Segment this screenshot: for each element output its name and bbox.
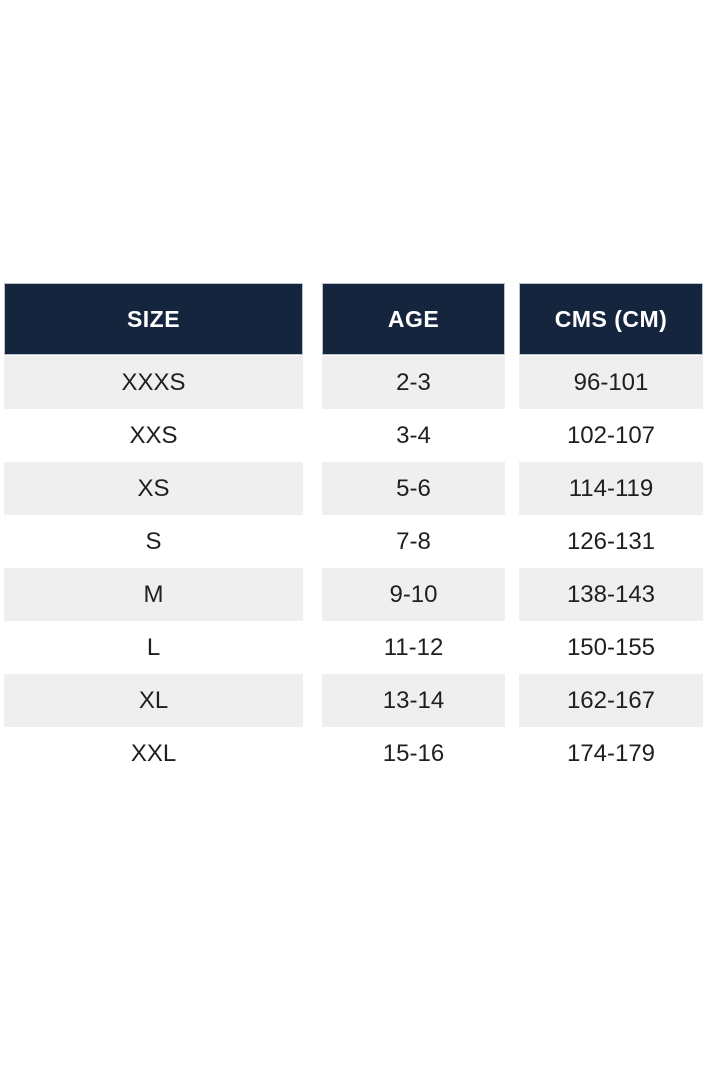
table-row: L 11-12 150-155 (4, 621, 703, 674)
cell-cms: 174-179 (519, 727, 703, 780)
cell-cms: 126-131 (519, 515, 703, 568)
table-row: XL 13-14 162-167 (4, 674, 703, 727)
cell-age: 15-16 (322, 727, 505, 780)
cell-cms: 162-167 (519, 674, 703, 727)
cell-size: XXL (4, 727, 303, 780)
cell-cms: 96-101 (519, 356, 703, 409)
cell-size: S (4, 515, 303, 568)
table-row: XXL 15-16 174-179 (4, 727, 703, 780)
cell-cms: 114-119 (519, 462, 703, 515)
column-header-cms: CMS (CM) (519, 283, 703, 355)
cell-size: XL (4, 674, 303, 727)
size-chart-table: SIZE AGE CMS (CM) XXXS 2-3 96-101 XXS 3-… (4, 283, 703, 780)
cell-age: 11-12 (322, 621, 505, 674)
table-row: M 9-10 138-143 (4, 568, 703, 621)
cell-cms: 150-155 (519, 621, 703, 674)
column-header-size: SIZE (4, 283, 303, 355)
table-row: XXS 3-4 102-107 (4, 409, 703, 462)
cell-cms: 102-107 (519, 409, 703, 462)
cell-size: L (4, 621, 303, 674)
column-header-age: AGE (322, 283, 505, 355)
cell-size: M (4, 568, 303, 621)
cell-size: XXS (4, 409, 303, 462)
table-row: XXXS 2-3 96-101 (4, 356, 703, 409)
cell-size: XS (4, 462, 303, 515)
table-header-row: SIZE AGE CMS (CM) (4, 283, 703, 355)
cell-age: 9-10 (322, 568, 505, 621)
cell-cms: 138-143 (519, 568, 703, 621)
table-row: S 7-8 126-131 (4, 515, 703, 568)
cell-age: 13-14 (322, 674, 505, 727)
cell-age: 3-4 (322, 409, 505, 462)
cell-age: 5-6 (322, 462, 505, 515)
table-row: XS 5-6 114-119 (4, 462, 703, 515)
cell-age: 7-8 (322, 515, 505, 568)
cell-age: 2-3 (322, 356, 505, 409)
cell-size: XXXS (4, 356, 303, 409)
